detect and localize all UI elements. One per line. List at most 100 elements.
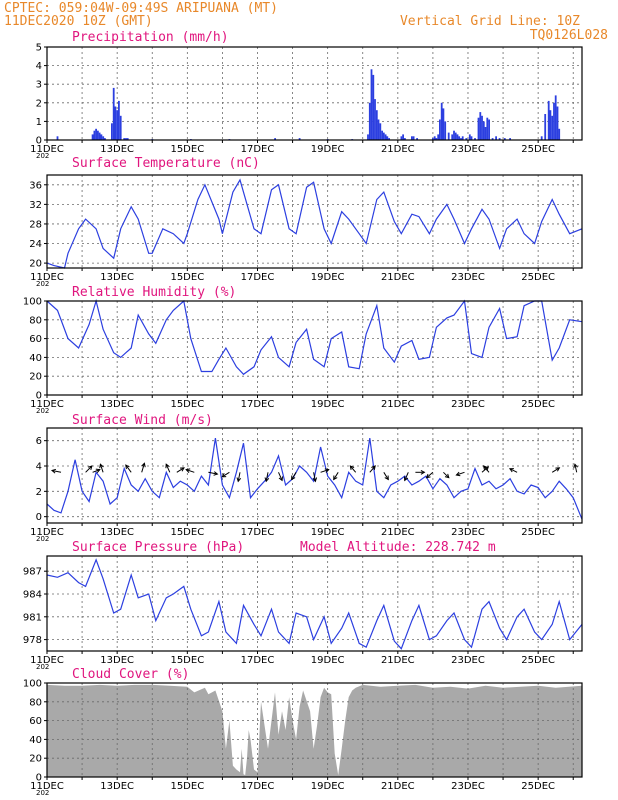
precip-bar (411, 136, 413, 140)
precip-bar (119, 115, 122, 140)
precip-bar (91, 134, 94, 140)
precip-bar (104, 138, 106, 140)
wind-arrow-head (371, 465, 376, 471)
x-tick-label: 19DEC (311, 781, 345, 792)
panel-frame (46, 555, 583, 652)
precipitation-panel: Precipitation (mm/h) 11DEC 13DEC 15DEC 17DE… (30, 30, 583, 160)
x-tick-label: 15DEC (170, 272, 204, 283)
precip-bar (416, 138, 418, 140)
y-tick-label: 20 (29, 372, 42, 383)
x-tick-label: 15DEC (170, 527, 204, 538)
precip-bar (491, 138, 494, 140)
wind-arrow-head (213, 471, 219, 476)
wind-arrow-head (236, 477, 242, 483)
y-tick-label: 6 (36, 436, 42, 447)
wind-arrow-head (403, 476, 409, 482)
precip-bar (460, 138, 462, 140)
wind-arrow-head (87, 465, 93, 471)
header-line-1: CPTEC: 059:04W-09:49S ARIPUANA (MT) (4, 1, 278, 16)
wind-arrow-head (264, 477, 270, 483)
wind-arrow-head (482, 465, 488, 471)
wind-arrow (165, 463, 171, 473)
precip-bar (458, 136, 461, 140)
x-tick-label: 15DEC (170, 781, 204, 792)
y-tick-label: 40 (29, 353, 42, 364)
wind-arrow-head (420, 469, 426, 475)
wind-arrow-head (455, 471, 461, 477)
y-tick-label: 28 (29, 219, 42, 230)
precip-bar (112, 87, 115, 140)
x-tick-label: 21DEC (381, 655, 415, 666)
y-tick-label: 2 (36, 98, 42, 109)
precip-bar (93, 130, 96, 140)
y-tick-label: 0 (36, 136, 42, 147)
wind-arrow-head (484, 466, 490, 471)
panel-frame (46, 174, 583, 269)
precip-bar (454, 132, 457, 140)
y-tick-label: 0 (36, 512, 42, 523)
precip-bar (481, 115, 483, 140)
model-altitude: Model Altitude: 228.742 m (300, 540, 496, 555)
x-tick-label: 19DEC (311, 144, 345, 155)
y-tick-label: 80 (29, 315, 42, 326)
wind-arrow (443, 471, 450, 479)
precip-bar (435, 138, 438, 140)
wind-arrow (509, 468, 518, 473)
wind-arrow (208, 471, 218, 475)
precip-bar (484, 127, 487, 140)
precip-bar (551, 115, 554, 140)
precip-bar (382, 132, 385, 140)
precip-bar (367, 134, 369, 140)
precip-bar (488, 119, 490, 140)
x-tick-label: 15DEC (170, 655, 204, 666)
precip-bar (503, 138, 506, 140)
y-tick-label: 3 (36, 80, 42, 91)
wind-arrow-head (312, 477, 318, 483)
x-tick-label: 13DEC (100, 527, 134, 538)
precip-bar (461, 136, 464, 140)
x-tick-label: 11DEC (30, 272, 64, 283)
y-tick-label: 978 (23, 635, 42, 646)
precip-bar (377, 119, 380, 140)
wind-arrow (320, 469, 329, 473)
cloud-cover-panel: Cloud Cover (%) 11DEC 13DEC 15DEC 17DEC 19DE… (23, 667, 583, 797)
wind-arrow (51, 470, 62, 473)
series-line (46, 438, 583, 520)
x-tick-label: 17DEC (241, 272, 275, 283)
temperature-panel: Surface Temperature (nC) 11DEC 13DEC 15DEC… (29, 156, 583, 288)
precip-bar (98, 132, 101, 140)
x-tick-label: 13DEC (100, 781, 134, 792)
y-tick-label: 984 (23, 590, 42, 601)
precip-bar (456, 134, 459, 140)
x-tick-label: 13DEC (100, 144, 134, 155)
precip-bar (437, 134, 440, 140)
wind-arrow (265, 472, 269, 482)
x-tick-label: 19DEC (311, 527, 345, 538)
precip-bar (379, 123, 382, 140)
precip-bar (97, 130, 99, 140)
x-tick-label: 25DEC (521, 527, 555, 538)
precip-bar (556, 106, 559, 140)
precip-bar (111, 123, 113, 140)
wind-arrow (99, 464, 104, 473)
x-tick-label: 13DEC (100, 399, 134, 410)
x-tick-label: 15DEC (170, 144, 204, 155)
precip-bar (442, 108, 445, 140)
precip-bar (374, 99, 376, 140)
precip-bar (451, 134, 454, 140)
humidity-title: Relative Humidity (%) (72, 285, 236, 300)
wind-arrow (92, 469, 100, 473)
precip-bar (95, 128, 97, 140)
precip-bar (440, 102, 443, 140)
precip-bar (479, 112, 482, 140)
wind-arrow-head (50, 468, 57, 474)
precip-bar (495, 136, 497, 140)
wind-arrow-head (99, 463, 104, 469)
precip-bar (381, 130, 383, 140)
precip-bar (477, 117, 480, 140)
wind-arrow (349, 465, 357, 473)
x-tick-label: 25DEC (521, 144, 555, 155)
wind-arrow (176, 467, 185, 473)
wind-arrow (551, 467, 560, 473)
wind-arrow (426, 471, 434, 479)
